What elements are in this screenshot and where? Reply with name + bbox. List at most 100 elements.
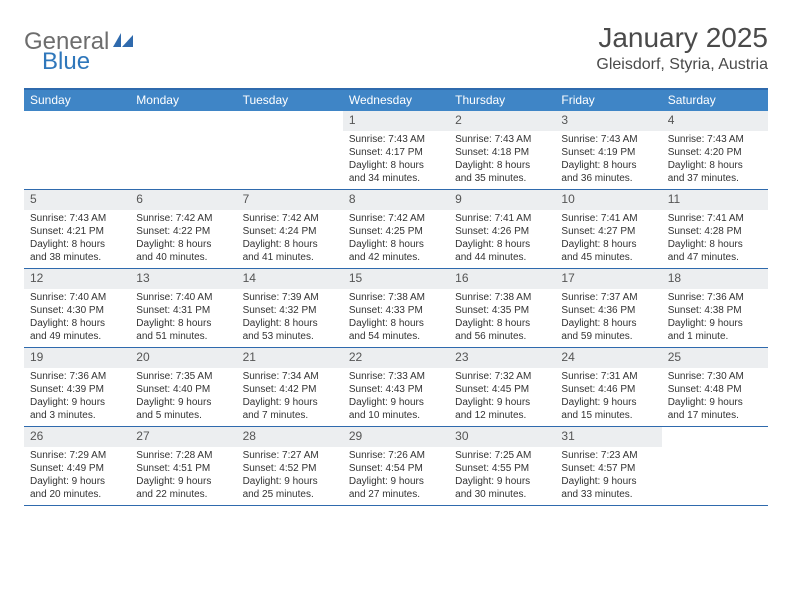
day-details: Sunrise: 7:35 AMSunset: 4:40 PMDaylight:… — [130, 368, 236, 426]
day-details: Sunrise: 7:43 AMSunset: 4:19 PMDaylight:… — [555, 131, 661, 189]
location-text: Gleisdorf, Styria, Austria — [596, 56, 768, 74]
day-details: Sunrise: 7:38 AMSunset: 4:33 PMDaylight:… — [343, 289, 449, 347]
day-details: Sunrise: 7:33 AMSunset: 4:43 PMDaylight:… — [343, 368, 449, 426]
day-cell: 25Sunrise: 7:30 AMSunset: 4:48 PMDayligh… — [662, 348, 768, 426]
day-details: Sunrise: 7:42 AMSunset: 4:24 PMDaylight:… — [237, 210, 343, 268]
day-cell: 2Sunrise: 7:43 AMSunset: 4:18 PMDaylight… — [449, 111, 555, 189]
title-block: January 2025 Gleisdorf, Styria, Austria — [596, 22, 768, 74]
day-number: 29 — [343, 427, 449, 447]
day-cell: 13Sunrise: 7:40 AMSunset: 4:31 PMDayligh… — [130, 269, 236, 347]
day-cell: 20Sunrise: 7:35 AMSunset: 4:40 PMDayligh… — [130, 348, 236, 426]
weekday-header: Thursday — [449, 90, 555, 111]
day-number: 7 — [237, 190, 343, 210]
day-number: 10 — [555, 190, 661, 210]
day-details: Sunrise: 7:23 AMSunset: 4:57 PMDaylight:… — [555, 447, 661, 505]
day-cell: 12Sunrise: 7:40 AMSunset: 4:30 PMDayligh… — [24, 269, 130, 347]
day-cell: 9Sunrise: 7:41 AMSunset: 4:26 PMDaylight… — [449, 190, 555, 268]
day-cell: 18Sunrise: 7:36 AMSunset: 4:38 PMDayligh… — [662, 269, 768, 347]
month-title: January 2025 — [596, 22, 768, 54]
day-cell: 6Sunrise: 7:42 AMSunset: 4:22 PMDaylight… — [130, 190, 236, 268]
day-cell: 8Sunrise: 7:42 AMSunset: 4:25 PMDaylight… — [343, 190, 449, 268]
day-cell: 15Sunrise: 7:38 AMSunset: 4:33 PMDayligh… — [343, 269, 449, 347]
weeks-container: 1Sunrise: 7:43 AMSunset: 4:17 PMDaylight… — [24, 111, 768, 506]
day-number: 25 — [662, 348, 768, 368]
day-cell: 10Sunrise: 7:41 AMSunset: 4:27 PMDayligh… — [555, 190, 661, 268]
day-number: 20 — [130, 348, 236, 368]
day-details: Sunrise: 7:39 AMSunset: 4:32 PMDaylight:… — [237, 289, 343, 347]
empty-cell — [662, 427, 768, 505]
day-details: Sunrise: 7:26 AMSunset: 4:54 PMDaylight:… — [343, 447, 449, 505]
day-cell: 17Sunrise: 7:37 AMSunset: 4:36 PMDayligh… — [555, 269, 661, 347]
empty-cell — [130, 111, 236, 189]
day-details: Sunrise: 7:42 AMSunset: 4:25 PMDaylight:… — [343, 210, 449, 268]
day-cell: 26Sunrise: 7:29 AMSunset: 4:49 PMDayligh… — [24, 427, 130, 505]
day-number: 4 — [662, 111, 768, 131]
weekday-header-row: SundayMondayTuesdayWednesdayThursdayFrid… — [24, 90, 768, 111]
day-number: 14 — [237, 269, 343, 289]
weekday-header: Friday — [555, 90, 661, 111]
day-number: 3 — [555, 111, 661, 131]
day-cell: 19Sunrise: 7:36 AMSunset: 4:39 PMDayligh… — [24, 348, 130, 426]
week-row: 19Sunrise: 7:36 AMSunset: 4:39 PMDayligh… — [24, 348, 768, 427]
day-cell: 28Sunrise: 7:27 AMSunset: 4:52 PMDayligh… — [237, 427, 343, 505]
day-details: Sunrise: 7:25 AMSunset: 4:55 PMDaylight:… — [449, 447, 555, 505]
day-cell: 11Sunrise: 7:41 AMSunset: 4:28 PMDayligh… — [662, 190, 768, 268]
day-details: Sunrise: 7:43 AMSunset: 4:18 PMDaylight:… — [449, 131, 555, 189]
day-details: Sunrise: 7:40 AMSunset: 4:30 PMDaylight:… — [24, 289, 130, 347]
weekday-header: Sunday — [24, 90, 130, 111]
weekday-header: Wednesday — [343, 90, 449, 111]
day-details: Sunrise: 7:30 AMSunset: 4:48 PMDaylight:… — [662, 368, 768, 426]
day-number: 28 — [237, 427, 343, 447]
day-cell: 4Sunrise: 7:43 AMSunset: 4:20 PMDaylight… — [662, 111, 768, 189]
day-details: Sunrise: 7:29 AMSunset: 4:49 PMDaylight:… — [24, 447, 130, 505]
day-cell: 31Sunrise: 7:23 AMSunset: 4:57 PMDayligh… — [555, 427, 661, 505]
header: General January 2025 Gleisdorf, Styria, … — [24, 22, 768, 74]
day-cell: 22Sunrise: 7:33 AMSunset: 4:43 PMDayligh… — [343, 348, 449, 426]
day-cell: 23Sunrise: 7:32 AMSunset: 4:45 PMDayligh… — [449, 348, 555, 426]
day-details: Sunrise: 7:41 AMSunset: 4:28 PMDaylight:… — [662, 210, 768, 268]
week-row: 1Sunrise: 7:43 AMSunset: 4:17 PMDaylight… — [24, 111, 768, 190]
day-cell: 3Sunrise: 7:43 AMSunset: 4:19 PMDaylight… — [555, 111, 661, 189]
day-details: Sunrise: 7:43 AMSunset: 4:17 PMDaylight:… — [343, 131, 449, 189]
day-details: Sunrise: 7:41 AMSunset: 4:27 PMDaylight:… — [555, 210, 661, 268]
week-row: 5Sunrise: 7:43 AMSunset: 4:21 PMDaylight… — [24, 190, 768, 269]
day-details: Sunrise: 7:43 AMSunset: 4:20 PMDaylight:… — [662, 131, 768, 189]
day-cell: 14Sunrise: 7:39 AMSunset: 4:32 PMDayligh… — [237, 269, 343, 347]
day-details: Sunrise: 7:41 AMSunset: 4:26 PMDaylight:… — [449, 210, 555, 268]
day-number: 15 — [343, 269, 449, 289]
empty-cell — [237, 111, 343, 189]
day-number: 1 — [343, 111, 449, 131]
day-number: 27 — [130, 427, 236, 447]
day-number: 21 — [237, 348, 343, 368]
day-cell: 7Sunrise: 7:42 AMSunset: 4:24 PMDaylight… — [237, 190, 343, 268]
day-number: 30 — [449, 427, 555, 447]
day-details: Sunrise: 7:42 AMSunset: 4:22 PMDaylight:… — [130, 210, 236, 268]
brand-part2-wrap: Blue — [42, 48, 90, 76]
weekday-header: Monday — [130, 90, 236, 111]
day-number: 23 — [449, 348, 555, 368]
day-cell: 5Sunrise: 7:43 AMSunset: 4:21 PMDaylight… — [24, 190, 130, 268]
empty-cell — [24, 111, 130, 189]
day-details: Sunrise: 7:37 AMSunset: 4:36 PMDaylight:… — [555, 289, 661, 347]
brand-mark-icon — [113, 31, 135, 54]
week-row: 26Sunrise: 7:29 AMSunset: 4:49 PMDayligh… — [24, 427, 768, 506]
weekday-header: Tuesday — [237, 90, 343, 111]
day-details: Sunrise: 7:32 AMSunset: 4:45 PMDaylight:… — [449, 368, 555, 426]
day-cell: 30Sunrise: 7:25 AMSunset: 4:55 PMDayligh… — [449, 427, 555, 505]
day-cell: 27Sunrise: 7:28 AMSunset: 4:51 PMDayligh… — [130, 427, 236, 505]
day-number: 18 — [662, 269, 768, 289]
day-cell: 1Sunrise: 7:43 AMSunset: 4:17 PMDaylight… — [343, 111, 449, 189]
brand-part2: Blue — [42, 48, 90, 75]
day-number: 19 — [24, 348, 130, 368]
day-number: 31 — [555, 427, 661, 447]
day-cell: 24Sunrise: 7:31 AMSunset: 4:46 PMDayligh… — [555, 348, 661, 426]
day-details: Sunrise: 7:36 AMSunset: 4:38 PMDaylight:… — [662, 289, 768, 347]
day-details: Sunrise: 7:43 AMSunset: 4:21 PMDaylight:… — [24, 210, 130, 268]
day-details: Sunrise: 7:36 AMSunset: 4:39 PMDaylight:… — [24, 368, 130, 426]
day-number: 16 — [449, 269, 555, 289]
day-number: 6 — [130, 190, 236, 210]
day-details: Sunrise: 7:28 AMSunset: 4:51 PMDaylight:… — [130, 447, 236, 505]
day-number: 13 — [130, 269, 236, 289]
weekday-header: Saturday — [662, 90, 768, 111]
day-number: 2 — [449, 111, 555, 131]
